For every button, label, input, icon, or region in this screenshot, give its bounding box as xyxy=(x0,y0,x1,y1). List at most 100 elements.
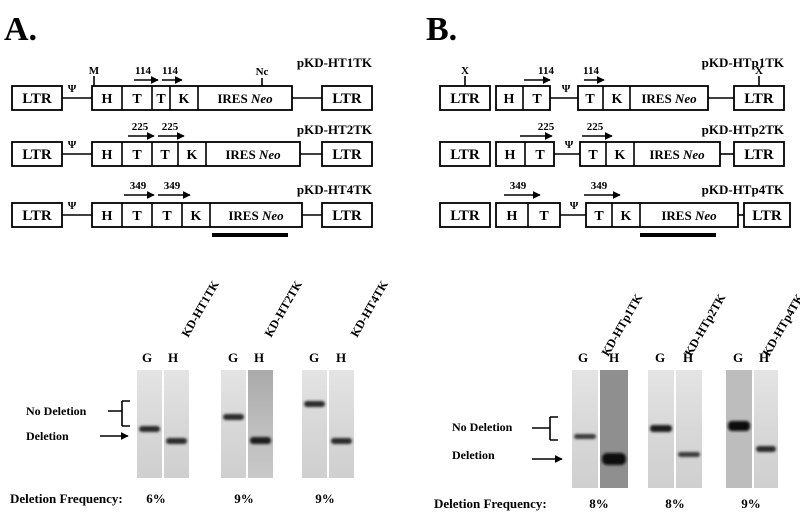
gel-lane-title: KD-HT1TK xyxy=(178,278,222,340)
psi-label: Ψ xyxy=(68,200,77,212)
lane-g-label: G xyxy=(228,350,238,365)
ltr-left-label: LTR xyxy=(22,147,52,163)
plasmid-name: pKD-HTp1TK xyxy=(702,55,785,70)
insert-box xyxy=(91,85,293,111)
gel-lane-title: KD-HTp2TK xyxy=(681,291,728,359)
insert-box xyxy=(91,202,303,228)
ltr-right-label: LTR xyxy=(332,91,362,107)
panel-a: A. LTR Ψ H T T K IRES Neo LTR M Nc xyxy=(4,11,373,237)
gel-lane-title: KD-HT4TK xyxy=(347,278,391,340)
gel-a1: KD-HT1TK G H xyxy=(137,278,222,478)
band-no-deletion xyxy=(139,426,160,432)
k-label: K xyxy=(187,148,198,163)
insert-box xyxy=(577,85,709,111)
ltr-right-box xyxy=(321,202,373,228)
ltr-right-label: LTR xyxy=(332,147,362,163)
gels-b: KD-HTp1TK G H KD-HTp2TK G H KD-HTp4TK G … xyxy=(434,291,800,511)
t-label: T xyxy=(156,92,166,107)
lane-h-label: H xyxy=(683,350,693,365)
plasmid-name: pKD-HTp2TK xyxy=(702,122,785,137)
ltr-right-box xyxy=(321,85,373,111)
lane-g xyxy=(221,370,246,478)
deletion-frequency-value: 8% xyxy=(665,496,685,511)
k-label: K xyxy=(191,209,202,224)
panel-a-letter: A. xyxy=(4,11,37,48)
lane-h xyxy=(754,370,778,488)
ltr-right-label: LTR xyxy=(744,91,774,107)
t-label: T xyxy=(585,92,595,107)
gel-lane-title: KD-HT2TK xyxy=(261,278,305,340)
psi-label: Ψ xyxy=(565,139,574,151)
psi-label: Ψ xyxy=(562,83,571,95)
ltr-right-label: LTR xyxy=(752,208,782,224)
deletion-frequency-value: 9% xyxy=(234,491,254,506)
deletion-frequency-label: Deletion Frequency: xyxy=(434,496,547,511)
t-label: T xyxy=(532,92,542,107)
band-no-deletion xyxy=(304,401,325,407)
ires-neo-label: IRES Neo xyxy=(649,147,705,162)
h-label: H xyxy=(102,148,113,163)
ltr-left-label: LTR xyxy=(450,208,480,224)
psi-label: Ψ xyxy=(570,200,579,212)
ltr-right-box xyxy=(321,141,373,167)
no-deletion-bracket xyxy=(108,400,130,427)
psi-label: Ψ xyxy=(68,83,77,95)
lane-g-label: G xyxy=(578,350,588,365)
band-deletion xyxy=(331,438,352,444)
ltr-left-box xyxy=(439,141,491,167)
plasmid-name: pKD-HT1TK xyxy=(297,55,373,70)
repeat-length-label: 114 xyxy=(135,65,151,77)
construct-b3: LTR H T Ψ T K IRES Neo LTR 349 349 pKD-H… xyxy=(439,180,791,237)
deletion-frequency-value: 9% xyxy=(741,496,761,511)
band-no-deletion xyxy=(223,414,244,420)
band-no-deletion xyxy=(574,434,596,439)
ltr-left-label: LTR xyxy=(22,91,52,107)
lane-g xyxy=(137,370,162,478)
ltr-left-box xyxy=(11,141,63,167)
ltr-right-label: LTR xyxy=(332,208,362,224)
k-label: K xyxy=(612,92,623,107)
ltr-left-box xyxy=(439,85,491,111)
lane-g-label: G xyxy=(309,350,319,365)
gel-b1: KD-HTp1TK G H xyxy=(572,291,646,488)
t-label: T xyxy=(588,148,598,163)
t-label: T xyxy=(132,92,142,107)
ltr-right-box xyxy=(743,202,791,228)
ltr-right-box xyxy=(733,141,785,167)
insert-box xyxy=(91,141,301,167)
repeat-length-label: 225 xyxy=(132,121,149,133)
lane-g-label: G xyxy=(655,350,665,365)
panel-b-letter: B. xyxy=(426,11,457,48)
k-label: K xyxy=(179,92,190,107)
band-no-deletion xyxy=(650,425,672,432)
lane-h-label: H xyxy=(168,350,178,365)
insert-box xyxy=(579,141,721,167)
band-deletion xyxy=(678,452,700,457)
ltr-left-box xyxy=(11,85,63,111)
t-label: T xyxy=(132,209,142,224)
deletion-label: Deletion xyxy=(452,448,495,462)
deletion-frequency-value: 6% xyxy=(146,491,166,506)
k-label: K xyxy=(621,209,632,224)
h-label: H xyxy=(102,209,113,224)
repeat-length-label: 349 xyxy=(164,180,181,192)
gel-a3: KD-HT4TK G H xyxy=(302,278,391,478)
lane-h xyxy=(329,370,354,478)
ltr-left-label: LTR xyxy=(450,91,480,107)
repeat-length-label: 349 xyxy=(510,180,527,192)
band-deletion xyxy=(756,446,776,452)
h-label: H xyxy=(505,148,516,163)
ires-neo-label: IRES Neo xyxy=(661,208,717,223)
lane-h-label: H xyxy=(336,350,346,365)
t-label: T xyxy=(160,148,170,163)
construct-b2: LTR H T Ψ T K IRES Neo LTR 225 225 pKD-H… xyxy=(439,121,785,167)
lane-h xyxy=(248,370,273,478)
site-x-label: X xyxy=(755,65,763,77)
ltr-left-box xyxy=(439,202,491,228)
lane-h xyxy=(164,370,189,478)
k-label: K xyxy=(615,148,626,163)
t-label: T xyxy=(539,209,549,224)
t-label: T xyxy=(535,148,545,163)
lane-g xyxy=(302,370,327,478)
